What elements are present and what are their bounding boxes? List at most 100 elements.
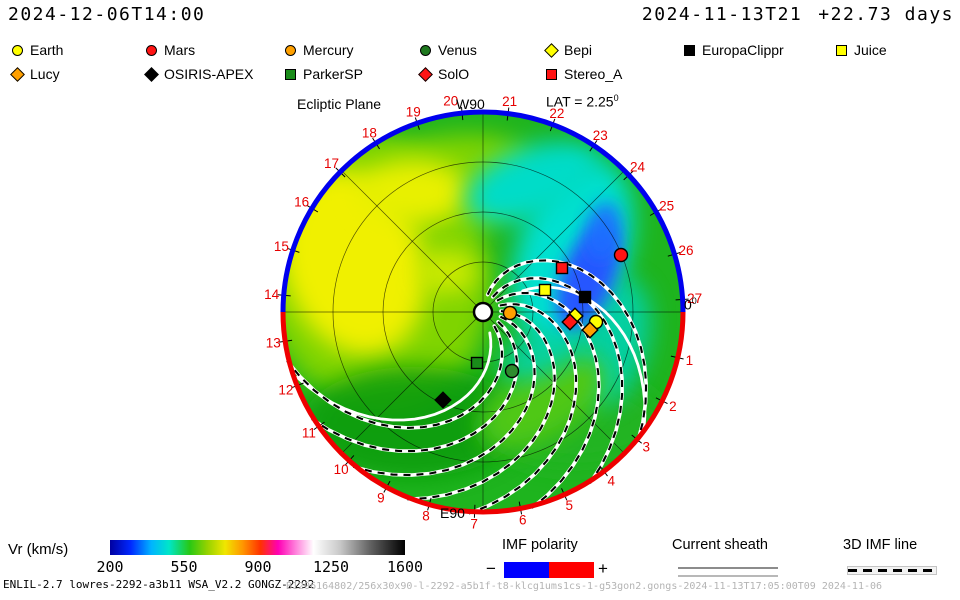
plot-marker-juice xyxy=(538,283,552,297)
current-datetime: 2024-12-06T14:00 xyxy=(8,4,206,25)
plot-marker-europaclippr xyxy=(578,290,592,304)
model-version-text: ENLIL-2.7 lowres-2292-a3b11 WSA_V2.2 GON… xyxy=(3,578,315,591)
circle-marker-icon xyxy=(12,44,23,56)
legend-label: Earth xyxy=(30,42,64,58)
colorbar-tick-label: 900 xyxy=(244,558,272,576)
imf-negative-swatch xyxy=(504,562,549,578)
diamond-marker-icon xyxy=(544,42,559,58)
zero-value: 0 xyxy=(684,296,692,313)
date-label: 4 xyxy=(607,473,615,488)
date-label: 16 xyxy=(294,195,309,210)
date-label: 25 xyxy=(659,199,674,214)
date-label: 20 xyxy=(443,94,458,109)
date-label: 15 xyxy=(274,239,289,254)
speed-colorbar xyxy=(110,540,405,555)
latitude-label: LAT = 2.250 xyxy=(546,93,619,110)
imf-line-icon xyxy=(847,566,937,575)
date-label: 6 xyxy=(519,513,527,528)
date-label: 18 xyxy=(362,126,377,141)
zero-longitude-label: 00 xyxy=(684,296,697,313)
dashed-line-sample xyxy=(848,569,936,572)
date-label: 7 xyxy=(470,516,478,531)
diamond-marker-icon xyxy=(144,66,159,82)
legend-item-solo: SolO xyxy=(418,66,546,82)
run-datetime: 2024-11-13T21 +22.73 days xyxy=(642,4,954,25)
imf-line-title: 3D IMF line xyxy=(843,537,918,553)
date-label: 26 xyxy=(678,243,693,258)
grid-circle xyxy=(332,161,634,463)
date-label: 2 xyxy=(669,399,677,414)
object-markers xyxy=(434,247,629,409)
circle-marker-icon xyxy=(285,44,296,56)
legend-item-mercury: Mercury xyxy=(285,42,420,58)
plot-marker-mercury xyxy=(502,305,518,321)
imf-line-dashed xyxy=(492,277,624,484)
plot-marker-mars xyxy=(613,247,629,263)
legend-label: Bepi xyxy=(564,42,593,58)
grid-circle xyxy=(382,211,584,413)
colorbar-tick-label: 200 xyxy=(96,558,124,576)
current-sheet-line xyxy=(295,331,493,422)
square-marker-icon xyxy=(285,68,296,80)
elapsed-days: +22.73 days xyxy=(818,4,954,25)
plot-marker-lucy xyxy=(581,321,599,339)
legend-item-osiris-apex: OSIRIS-APEX xyxy=(144,66,285,82)
date-label: 11 xyxy=(302,426,316,441)
date-label: 12 xyxy=(278,383,293,398)
imf-line-dashed xyxy=(468,303,578,515)
date-label: 14 xyxy=(264,287,280,302)
imf-line-dashed xyxy=(407,310,556,501)
colorbar-tick-label: 1250 xyxy=(312,558,350,576)
colorbar-gradient xyxy=(110,540,405,555)
date-label: 8 xyxy=(422,509,430,524)
legend-item-stereo-a: Stereo_A xyxy=(546,66,622,82)
legend-label: Juice xyxy=(854,42,887,58)
legend-label: Stereo_A xyxy=(564,66,623,82)
date-label: 5 xyxy=(565,498,573,513)
plot-marker-venus xyxy=(504,363,520,379)
imf-positive-swatch xyxy=(549,562,594,578)
date-label: 3 xyxy=(643,440,651,455)
imf-polarity-title: IMF polarity xyxy=(502,537,578,553)
date-label: 27 xyxy=(687,291,702,306)
plot-marker-stereo-a xyxy=(555,261,569,275)
legend-label: OSIRIS-APEX xyxy=(164,66,254,82)
date-label: 9 xyxy=(377,490,385,505)
imf-line-dashed xyxy=(352,315,536,477)
west-limb-label: W90 xyxy=(456,96,485,112)
legend-label: ParkerSP xyxy=(303,66,363,82)
colorbar-tick-label: 550 xyxy=(170,558,198,576)
legend-label: EuropaClippr xyxy=(702,42,784,58)
date-label: 24 xyxy=(630,159,646,174)
imf-spiral-lines xyxy=(285,258,648,516)
imf-line-dashed xyxy=(286,325,503,429)
east-limb-label: E90 xyxy=(440,505,465,521)
diamond-marker-icon xyxy=(10,66,25,82)
square-marker-icon xyxy=(684,44,695,56)
run-start-datetime: 2024-11-13T21 xyxy=(641,4,803,25)
degree-superscript: 0 xyxy=(613,93,619,103)
square-marker-icon xyxy=(836,44,847,56)
latitude-value: LAT = 2.25 xyxy=(546,93,614,110)
legend-row-2: Lucy OSIRIS-APEX ParkerSP SolO Stereo_A xyxy=(10,64,622,84)
plot-marker-parkersp xyxy=(470,356,484,370)
sun-marker xyxy=(472,301,494,323)
legend-item-venus: Venus xyxy=(420,42,546,58)
legend-item-lucy: Lucy xyxy=(10,66,146,82)
rim-arc-bottom xyxy=(280,311,686,515)
colorbar-title: Vr (km/s) xyxy=(8,541,69,558)
plot-marker-solo xyxy=(561,313,579,331)
legend-label: Venus xyxy=(438,42,477,58)
colorbar-tick-label: 1600 xyxy=(386,558,424,576)
imf-line-dashed xyxy=(486,259,648,443)
current-sheath-title: Current sheath xyxy=(672,537,768,553)
legend-item-mars: Mars xyxy=(146,42,285,58)
date-label: 22 xyxy=(549,106,564,121)
imf-line-dashed xyxy=(496,292,600,509)
legend-item-juice: Juice xyxy=(836,42,887,58)
date-label: 17 xyxy=(324,156,339,171)
speed-color-field xyxy=(284,113,682,511)
degree-superscript: 0 xyxy=(691,296,697,306)
